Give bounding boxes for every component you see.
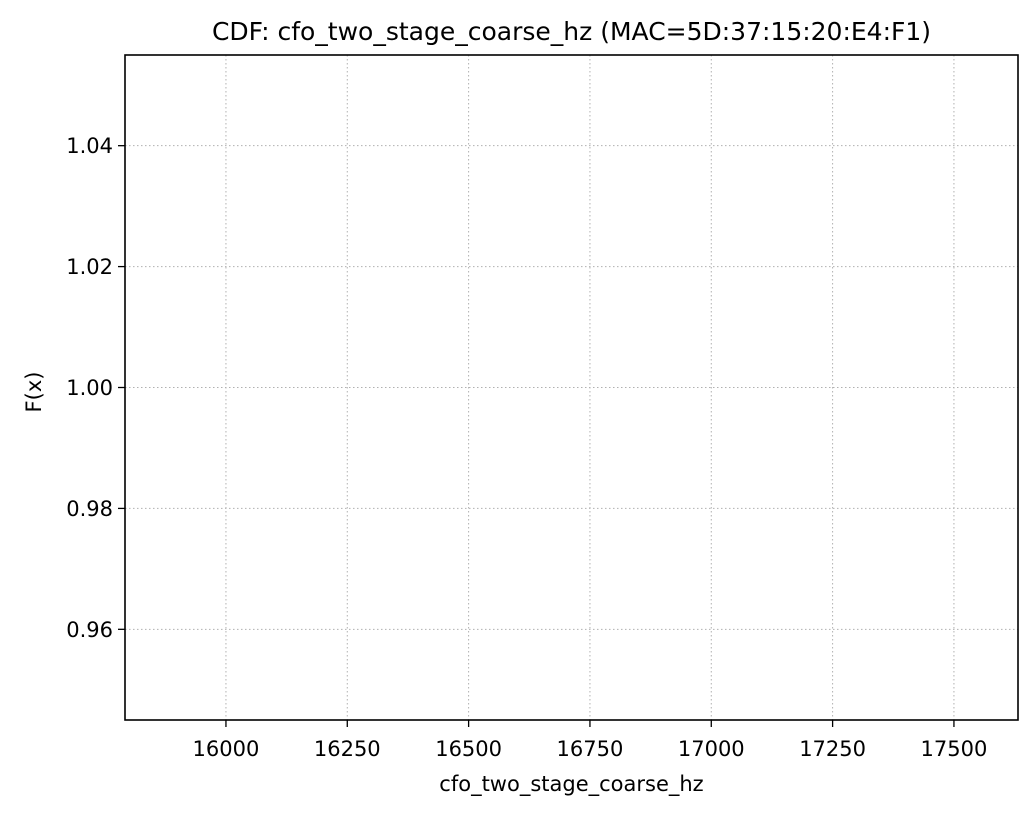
y-tick-label: 1.04 [66,134,113,158]
x-tick-label: 16750 [557,737,624,761]
y-tick-label: 0.96 [66,618,113,642]
y-tick-label: 1.02 [66,255,113,279]
x-axis-label: cfo_two_stage_coarse_hz [439,772,703,797]
y-axis-ticks: 0.96 0.98 1.00 1.02 1.04 [66,134,125,642]
x-tick-label: 17250 [799,737,866,761]
x-tick-label: 16500 [435,737,502,761]
grid-lines [125,55,1018,720]
x-axis-ticks: 16000 16250 16500 16750 17000 17250 17500 [193,720,988,761]
x-tick-label: 16250 [314,737,381,761]
y-tick-label: 1.00 [66,376,113,400]
y-tick-label: 0.98 [66,497,113,521]
x-tick-label: 17500 [921,737,988,761]
y-axis-label: F(x) [22,372,46,413]
x-tick-label: 17000 [678,737,745,761]
chart-title: CDF: cfo_two_stage_coarse_hz (MAC=5D:37:… [212,17,931,46]
x-tick-label: 16000 [193,737,260,761]
